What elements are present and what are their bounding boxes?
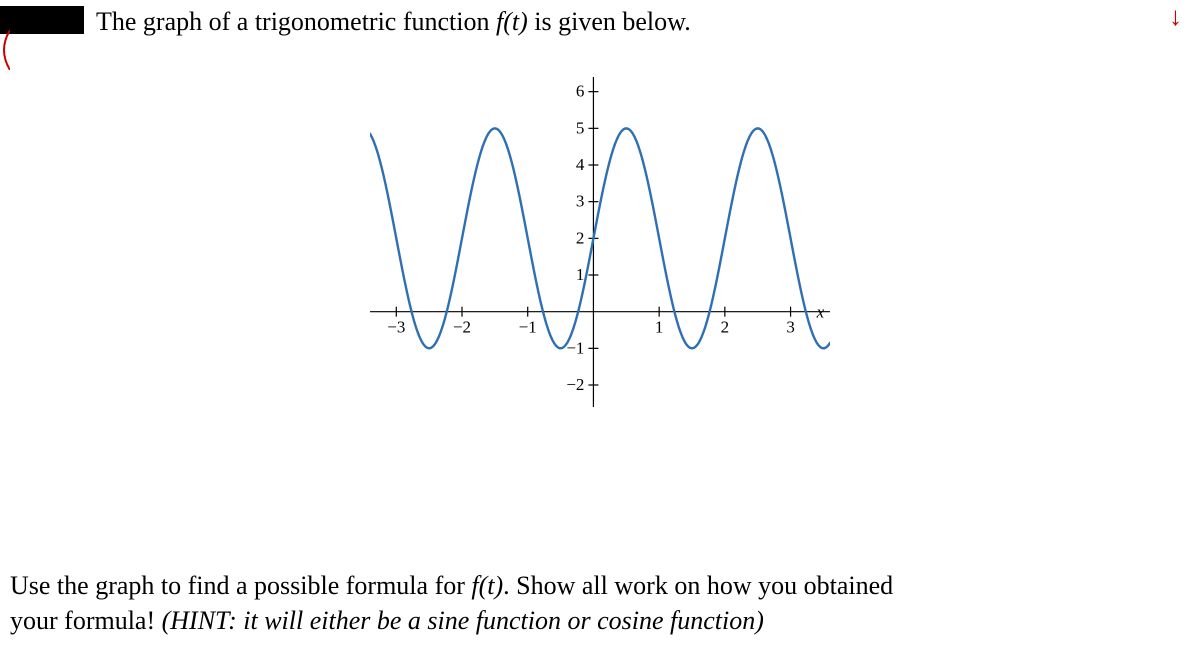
instruction-before: Use the graph to find a possible formula… bbox=[10, 571, 471, 600]
svg-text:x: x bbox=[816, 303, 825, 322]
svg-text:−3: −3 bbox=[387, 318, 405, 337]
svg-text:1: 1 bbox=[576, 265, 585, 284]
page-root: ↓ The graph of a trigonometric function … bbox=[0, 0, 1200, 662]
instruction-line2: your formula! bbox=[10, 606, 162, 635]
instruction-hint: (HINT: it will either be a sine function… bbox=[162, 606, 764, 635]
svg-text:2: 2 bbox=[576, 229, 585, 248]
redaction-box bbox=[0, 6, 84, 34]
instruction-func: f(t) bbox=[471, 571, 503, 600]
svg-text:−1: −1 bbox=[519, 318, 537, 337]
instruction-text: Use the graph to find a possible formula… bbox=[10, 568, 1190, 638]
instruction-after: . Show all work on how you obtained bbox=[503, 571, 893, 600]
question-text: The graph of a trigonometric function f(… bbox=[96, 6, 691, 37]
question-header: The graph of a trigonometric function f(… bbox=[0, 0, 1200, 37]
svg-text:1: 1 bbox=[655, 318, 664, 337]
svg-text:2: 2 bbox=[721, 318, 730, 337]
svg-text:3: 3 bbox=[576, 192, 585, 211]
trig-function-chart: −3−2−1123x−2−1123456 bbox=[370, 77, 830, 407]
question-text-func: f(t) bbox=[496, 7, 528, 36]
svg-text:−2: −2 bbox=[566, 375, 584, 394]
svg-text:6: 6 bbox=[576, 82, 585, 101]
left-red-curve-accent bbox=[0, 30, 10, 70]
svg-text:5: 5 bbox=[576, 119, 585, 138]
svg-text:−2: −2 bbox=[453, 318, 471, 337]
svg-text:4: 4 bbox=[576, 155, 585, 174]
svg-text:3: 3 bbox=[786, 318, 795, 337]
question-text-after: is given below. bbox=[528, 7, 691, 36]
red-down-arrow-icon: ↓ bbox=[1169, 4, 1182, 30]
question-text-before: The graph of a trigonometric function bbox=[96, 7, 496, 36]
chart-container: −3−2−1123x−2−1123456 bbox=[0, 77, 1200, 407]
